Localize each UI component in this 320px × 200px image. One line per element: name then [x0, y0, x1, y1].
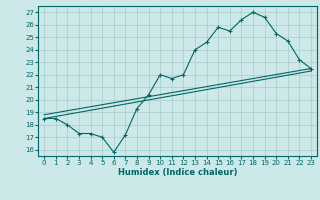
X-axis label: Humidex (Indice chaleur): Humidex (Indice chaleur): [118, 168, 237, 177]
